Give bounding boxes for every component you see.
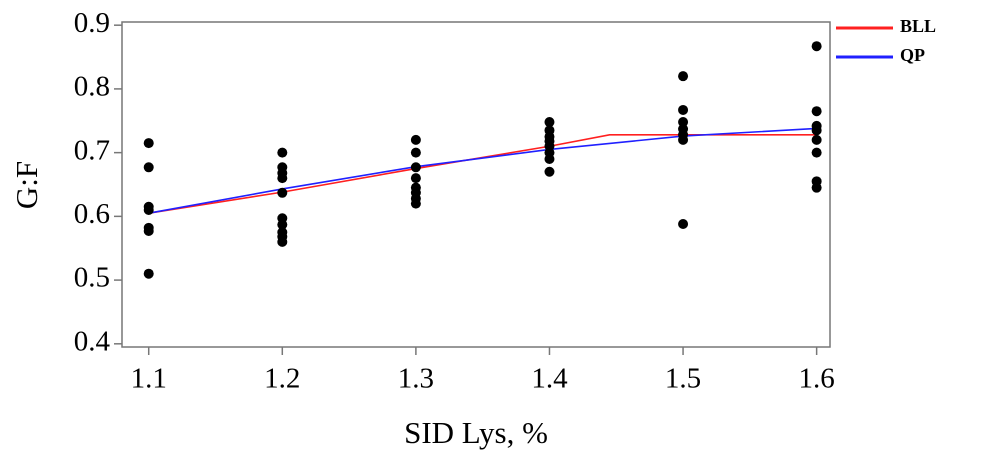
data-point (811, 134, 822, 145)
data-point (678, 134, 689, 145)
y-tick-label: 0.5 (74, 262, 110, 294)
data-point (544, 166, 555, 177)
data-point (678, 71, 689, 82)
line (148, 133, 817, 214)
data-point (811, 147, 822, 158)
data-point (410, 162, 421, 173)
line (148, 127, 817, 214)
data-point (410, 173, 421, 184)
x-tick-label: 1.5 (665, 363, 701, 395)
legend-label: BLL (900, 16, 936, 36)
data-point (143, 162, 154, 173)
x-axis-label: SID Lys, % (404, 415, 548, 450)
data-point (811, 41, 822, 52)
data-point (544, 154, 555, 165)
data-point (678, 117, 689, 128)
data-point (544, 117, 555, 128)
data-point (143, 268, 154, 279)
x-tick-label: 1.2 (264, 363, 300, 395)
x-tick-label: 1.1 (131, 363, 167, 395)
data-point (410, 198, 421, 209)
data-point (277, 219, 288, 230)
data-point (143, 226, 154, 237)
data-point (811, 125, 822, 136)
data-point (143, 204, 154, 215)
y-tick-label: 0.4 (74, 325, 111, 357)
data-point (811, 106, 822, 117)
data-point (811, 182, 822, 193)
data-point (277, 187, 288, 198)
data-point (678, 219, 689, 230)
x-tick-label: 1.4 (531, 363, 568, 395)
x-tick-label: 1.6 (799, 363, 835, 395)
y-tick-label: 0.7 (74, 134, 110, 166)
data-point (410, 134, 421, 145)
data-point (277, 236, 288, 247)
data-point (678, 104, 689, 115)
data-point (277, 173, 288, 184)
data-point (410, 147, 421, 158)
y-axis-label: G:F (9, 161, 44, 209)
legend-label: QP (900, 45, 925, 65)
data-point (143, 138, 154, 149)
y-tick-label: 0.6 (74, 198, 110, 230)
x-tick-label: 1.3 (398, 363, 434, 395)
plot-frame (121, 21, 831, 348)
y-tick-label: 0.9 (74, 7, 110, 39)
data-point (277, 147, 288, 158)
y-tick-label: 0.8 (74, 71, 110, 103)
